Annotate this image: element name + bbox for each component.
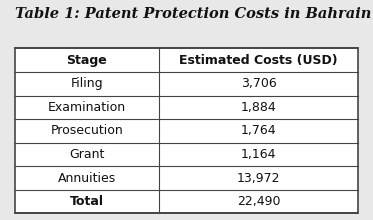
Text: Filing: Filing	[70, 77, 103, 90]
Text: 1,884: 1,884	[241, 101, 276, 114]
Text: 3,706: 3,706	[241, 77, 276, 90]
Bar	[15, 48, 358, 213]
Text: Annuities: Annuities	[58, 172, 116, 185]
Text: Prosecution: Prosecution	[51, 124, 123, 138]
Text: Estimated Costs (USD): Estimated Costs (USD)	[179, 54, 338, 67]
Text: Examination: Examination	[48, 101, 126, 114]
Text: Table 1: Patent Protection Costs in Bahrain: Table 1: Patent Protection Costs in Bahr…	[15, 7, 371, 21]
Text: 1,164: 1,164	[241, 148, 276, 161]
Text: 22,490: 22,490	[237, 195, 280, 208]
Text: 1,764: 1,764	[241, 124, 276, 138]
Text: Stage: Stage	[67, 54, 107, 67]
Text: 13,972: 13,972	[237, 172, 280, 185]
Text: Total: Total	[70, 195, 104, 208]
Text: Grant: Grant	[69, 148, 105, 161]
